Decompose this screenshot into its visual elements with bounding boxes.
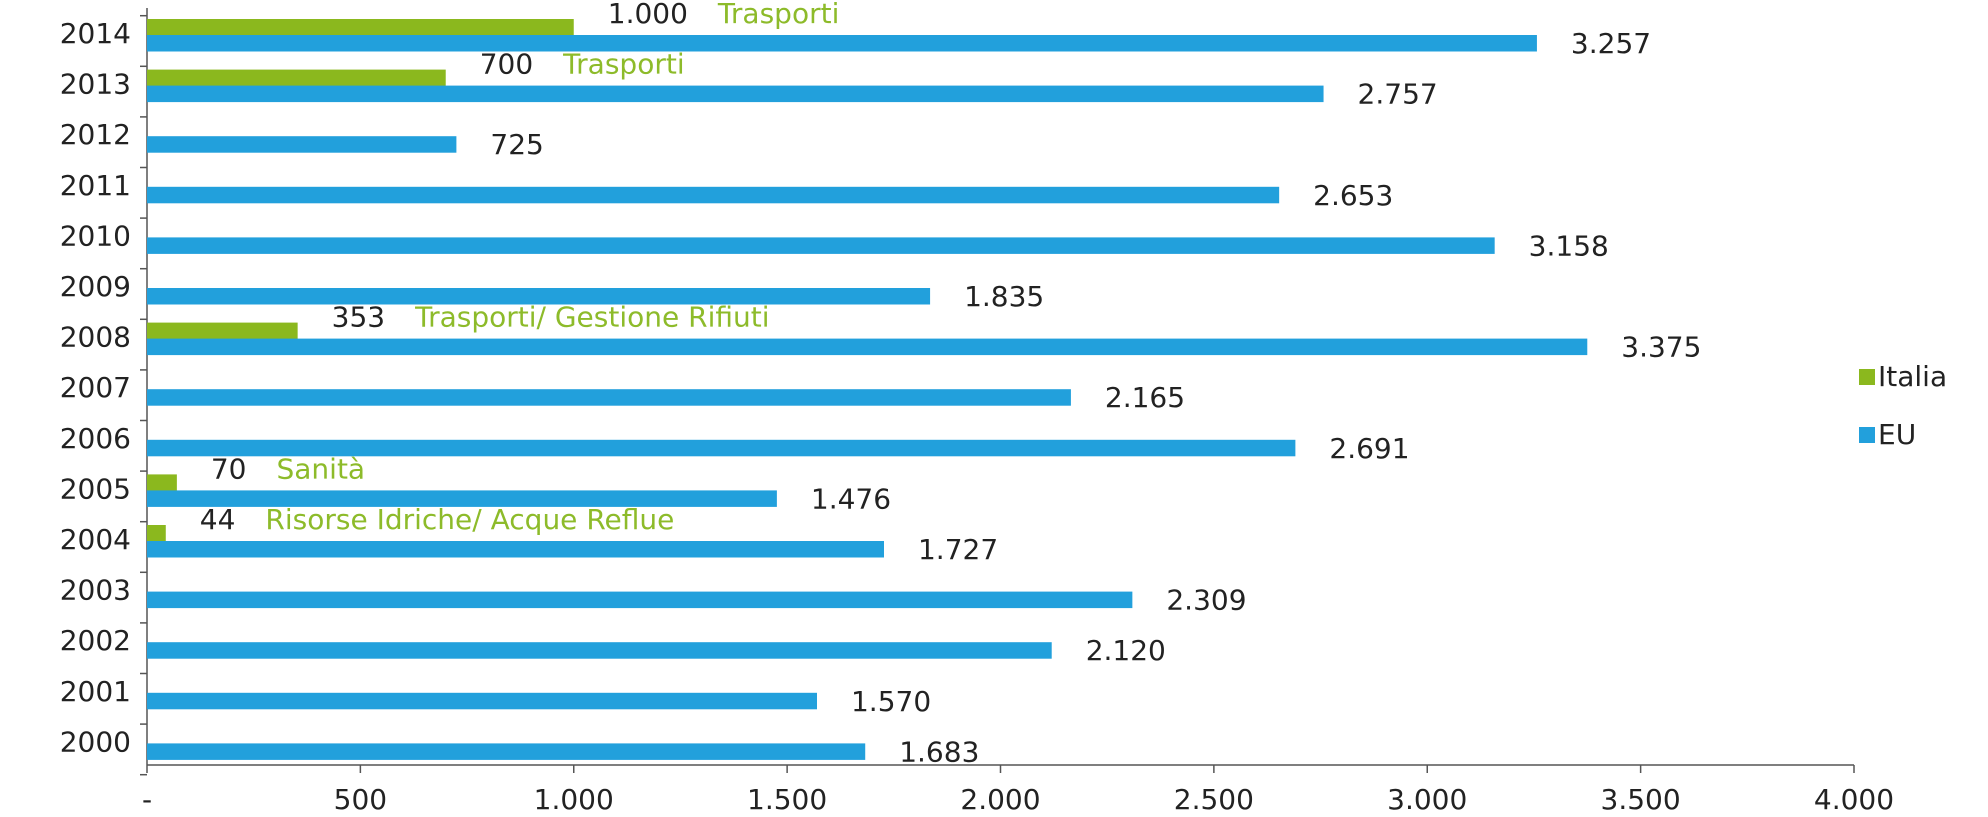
y-tick-label: 2005 (60, 472, 131, 505)
x-tick-label: 2.500 (1174, 783, 1254, 816)
x-tick-label: 3.000 (1387, 783, 1467, 816)
y-tick-label: 2014 (60, 17, 131, 50)
bar (147, 322, 298, 340)
bar (147, 186, 1280, 204)
bar (147, 69, 446, 87)
y-tick-label: 2011 (60, 169, 131, 202)
value-label: 44 (200, 503, 236, 536)
value-label: 725 (490, 128, 543, 161)
y-tick-label: 2010 (60, 219, 131, 252)
annotation: Trasporti (562, 48, 684, 81)
bar (147, 288, 931, 305)
value-label: 1.000 (608, 0, 688, 30)
x-tick-label: 3.500 (1601, 783, 1681, 816)
value-label: 700 (480, 48, 533, 81)
x-tick-label: 500 (334, 783, 387, 816)
x-tick-label: 1.500 (747, 783, 827, 816)
bar (147, 642, 1052, 659)
x-tick-label: 2.000 (960, 783, 1040, 816)
annotation: Sanità (277, 452, 366, 485)
x-tick-label: 1.000 (534, 783, 614, 816)
legend-swatch (1859, 427, 1875, 443)
y-tick-label: 2008 (60, 321, 131, 354)
value-label: 2.309 (1166, 584, 1246, 617)
x-tick-label: - (142, 783, 152, 816)
bar (147, 541, 884, 558)
y-tick-label: 2001 (60, 675, 131, 708)
bar (147, 35, 1537, 52)
y-tick-label: 2006 (60, 422, 131, 455)
bar (147, 136, 457, 153)
annotation: Risorse Idriche/ Acque Reflue (265, 503, 674, 536)
value-label: 3.257 (1571, 27, 1651, 60)
legend-swatch (1859, 369, 1875, 385)
bar (147, 525, 166, 542)
value-label: 1.835 (964, 280, 1044, 313)
bar (147, 474, 177, 491)
value-label: 1.570 (851, 685, 931, 718)
bar (147, 338, 1588, 356)
bar (147, 490, 777, 507)
bar (147, 591, 1133, 609)
annotation: Trasporti/ Gestione Rifiuti (414, 301, 769, 334)
value-label: 1.476 (811, 482, 891, 515)
value-label: 70 (211, 452, 247, 485)
legend-label: EU (1878, 418, 1916, 451)
value-label: 2.653 (1313, 179, 1393, 212)
value-label: 353 (332, 301, 385, 334)
bar (147, 692, 817, 710)
bar (147, 85, 1324, 103)
value-label: 1.727 (918, 533, 998, 566)
legend-label: Italia (1878, 360, 1947, 393)
value-label: 3.158 (1529, 229, 1609, 262)
y-tick-label: 2013 (60, 68, 131, 101)
bar (147, 19, 574, 36)
y-tick-label: 2003 (60, 574, 131, 607)
value-label: 2.120 (1086, 634, 1166, 667)
value-label: 1.683 (899, 735, 979, 768)
y-tick-label: 2009 (60, 270, 131, 303)
y-tick-label: 2012 (60, 118, 131, 151)
bar (147, 389, 1071, 406)
y-tick-label: 2000 (60, 725, 131, 758)
x-tick-label: 4.000 (1814, 783, 1894, 816)
value-label: 2.165 (1105, 381, 1185, 414)
value-label: 3.375 (1621, 331, 1701, 364)
y-tick-label: 2007 (60, 371, 131, 404)
bar (147, 439, 1296, 457)
bar (147, 743, 866, 760)
bar (147, 237, 1495, 254)
annotation: Trasporti (717, 0, 839, 30)
y-tick-label: 2004 (60, 523, 131, 556)
value-label: 2.691 (1329, 432, 1409, 465)
value-label: 2.757 (1358, 78, 1438, 111)
y-tick-label: 2002 (60, 624, 131, 657)
